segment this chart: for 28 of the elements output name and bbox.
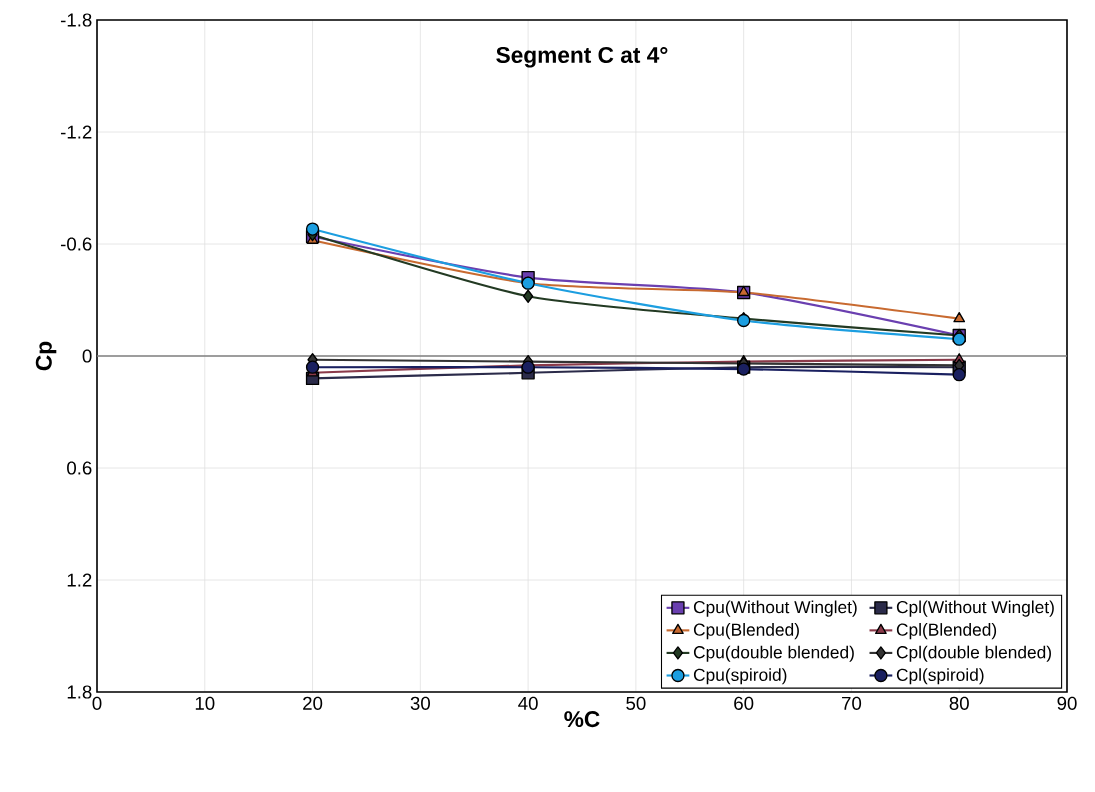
x-tick-label: 80: [949, 696, 969, 710]
x-tick-label: 20: [303, 696, 323, 710]
y-tick-label: 1.8: [67, 685, 92, 699]
x-tick-label: 50: [626, 696, 646, 710]
x-axis-title: %C: [564, 711, 600, 728]
legend-label: Cpl(double blended): [896, 645, 1051, 662]
y-tick-label: -1.8: [60, 13, 92, 27]
legend-label: Cpl(Without Winglet): [896, 600, 1054, 617]
legend-label: Cpu(Blended): [693, 623, 799, 640]
x-tick-label: 30: [410, 696, 430, 710]
y-tick-label: 1.2: [67, 573, 92, 587]
legend-label: Cpl(spiroid): [896, 668, 984, 685]
x-tick-label: 70: [842, 696, 862, 710]
x-tick-label: 40: [518, 696, 538, 710]
y-tick-label: -0.6: [60, 237, 92, 251]
legend-label: Cpu(double blended): [693, 645, 854, 662]
y-axis-title: Cp: [35, 341, 57, 371]
y-tick-label: -1.2: [60, 125, 92, 139]
x-tick-label: 90: [1057, 696, 1077, 710]
y-tick-label: 0: [82, 349, 92, 363]
legend-label: Cpu(Without Winglet): [693, 600, 857, 617]
text: Segment C at 4°: [496, 46, 668, 68]
x-tick-label: 0: [92, 696, 102, 710]
y-tick-label: 0.6: [67, 461, 92, 475]
legend-label: Cpu(spiroid): [693, 668, 787, 685]
x-tick-label: 60: [734, 696, 754, 710]
x-tick-label: 10: [195, 696, 215, 710]
legend-label: Cpl(Blended): [896, 623, 997, 640]
